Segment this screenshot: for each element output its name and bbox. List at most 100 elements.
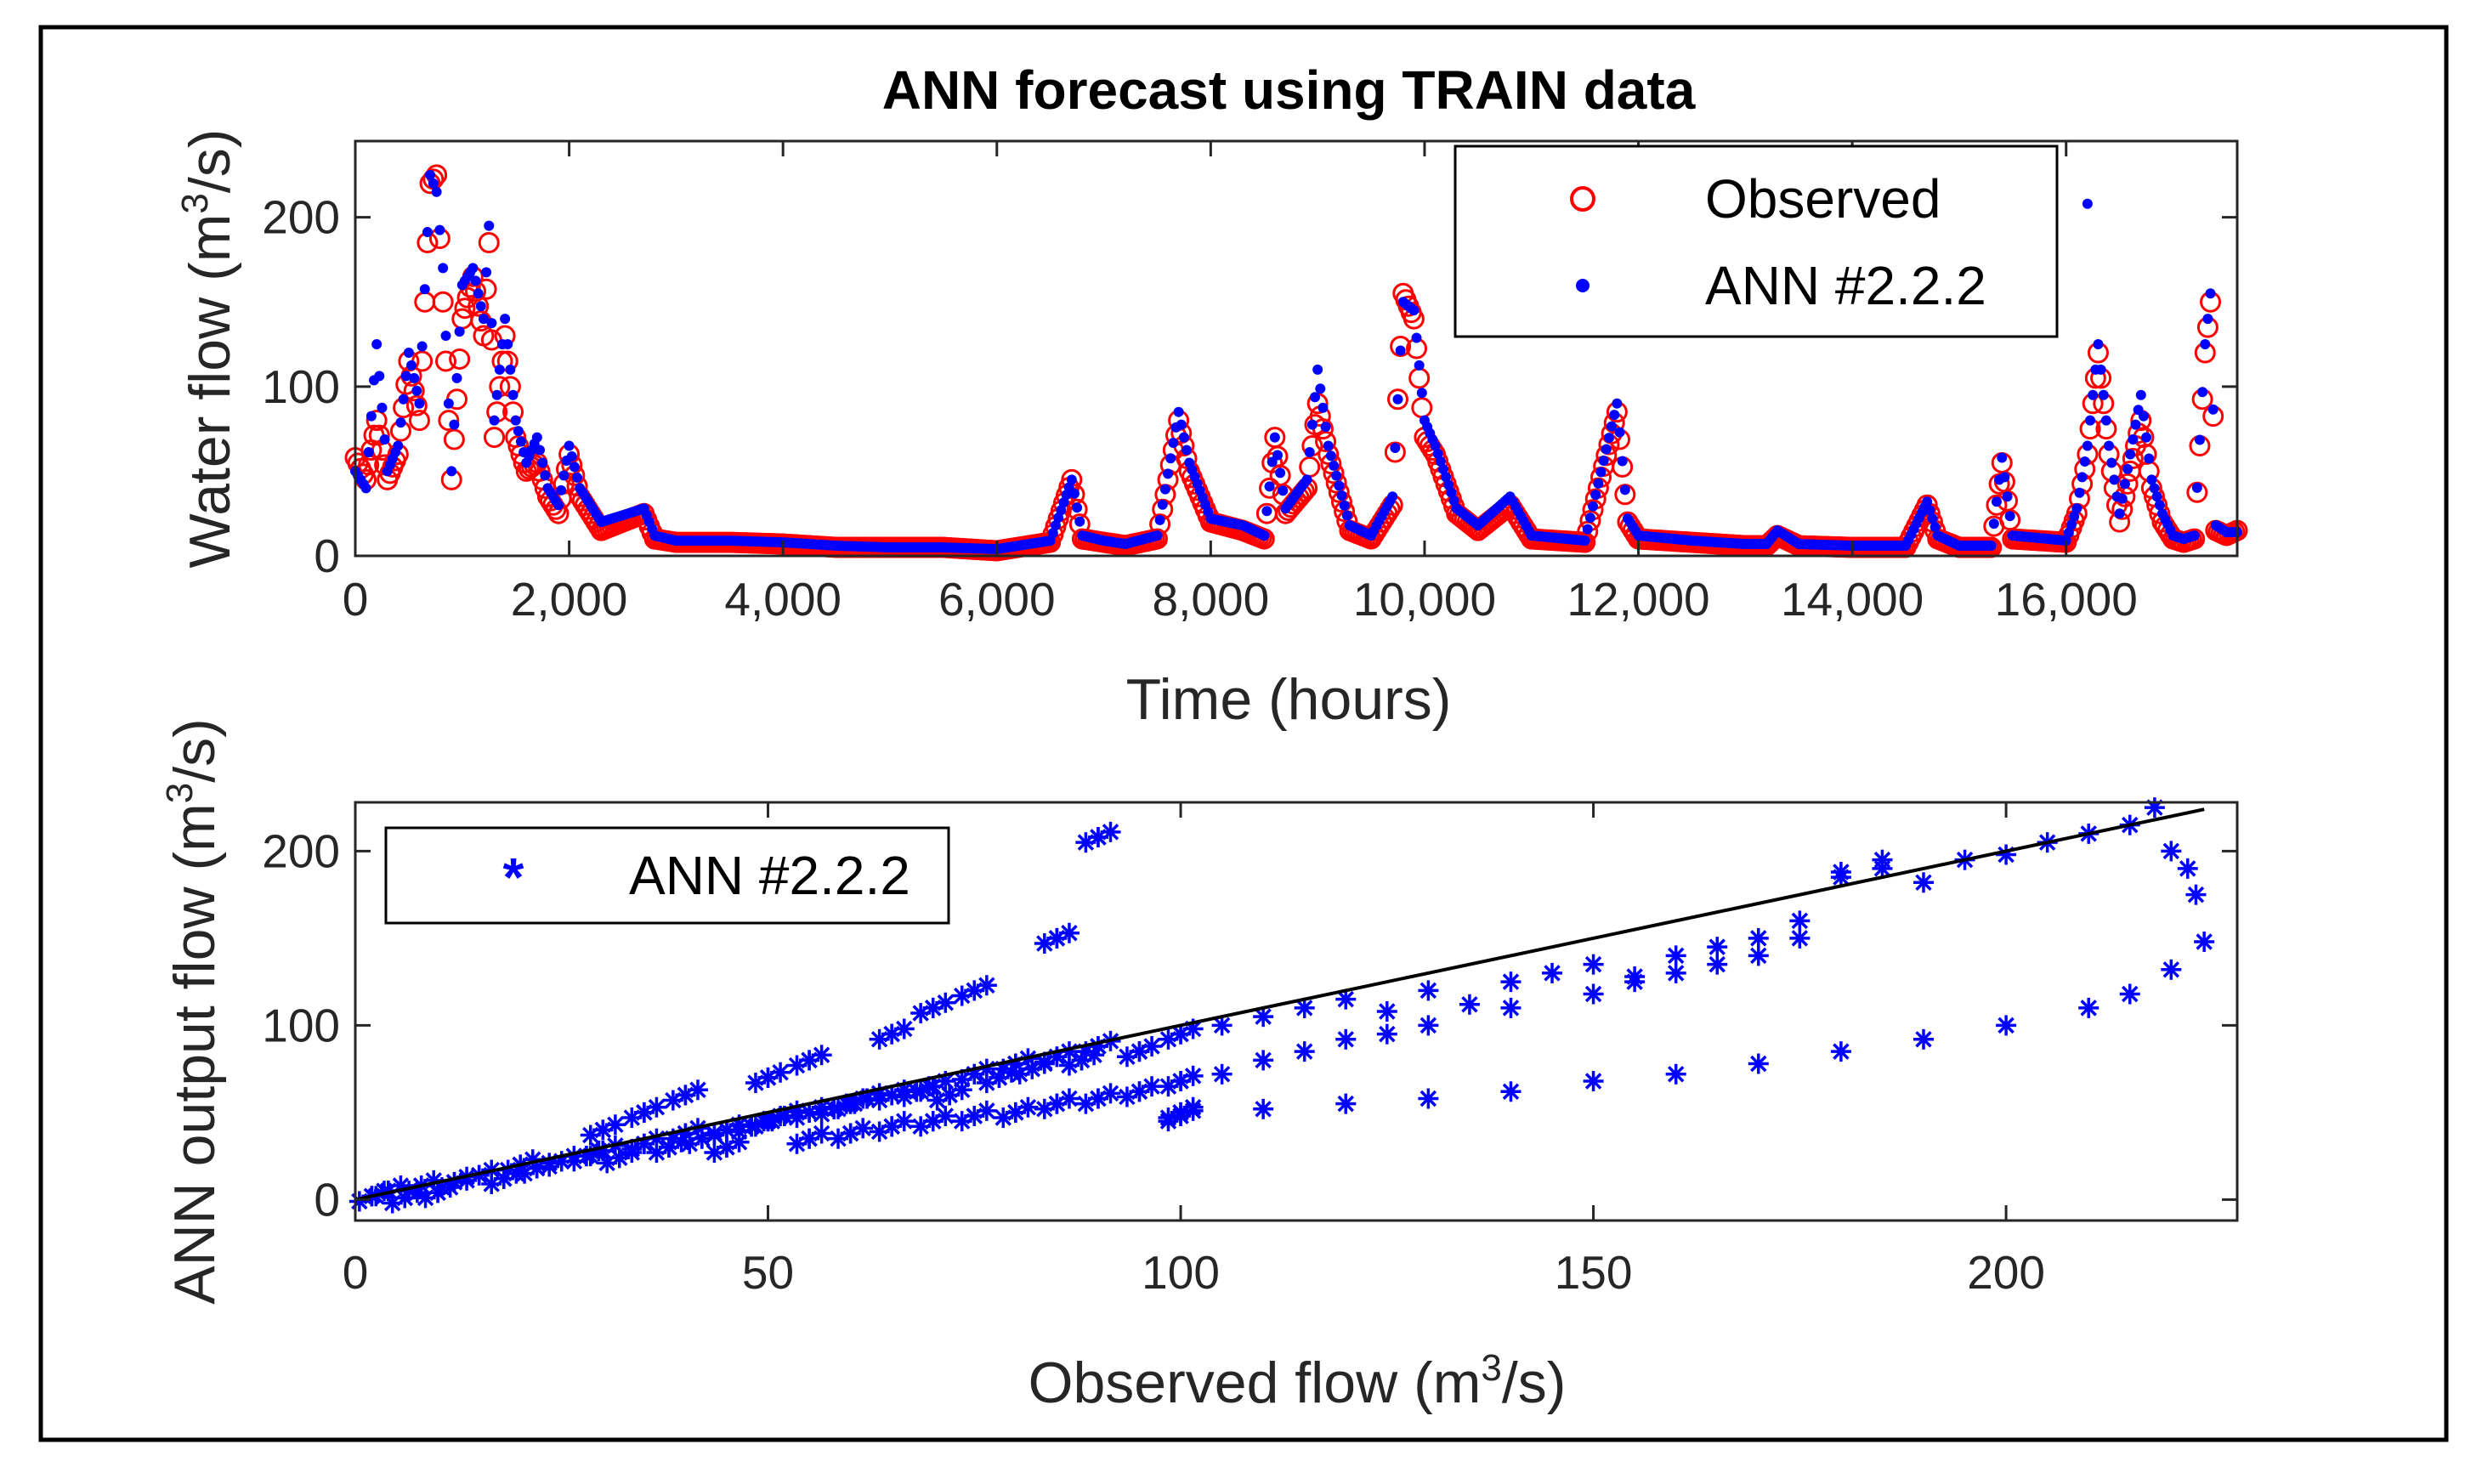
ann-point-670	[2144, 453, 2155, 464]
ann-scatter-point-73	[1583, 1071, 1604, 1091]
ann-point-474	[1619, 484, 1630, 496]
ann-scatter-point-82-3	[728, 1131, 750, 1153]
ann-point-688	[2191, 482, 2202, 493]
ann-point-613	[1991, 496, 2002, 507]
ann-point-642	[2069, 511, 2080, 522]
ann-scatter-point-72	[1500, 1081, 1522, 1102]
ann-point-17	[395, 417, 406, 428]
ann-point-55	[500, 314, 511, 325]
ann-point-654	[2100, 415, 2111, 426]
ann-point-693	[2205, 288, 2216, 299]
ann-point-646	[2079, 456, 2090, 467]
ann-point-390	[1395, 345, 1406, 356]
top-plot-xlabel: Time (hours)	[1126, 667, 1452, 732]
ann-point-75	[553, 500, 564, 511]
bottom-plot-xlabel-sup: 3	[1481, 1347, 1501, 1389]
ann-point-368	[1336, 490, 1347, 501]
ann-point-43	[468, 263, 479, 274]
ann-point-618	[2004, 511, 2015, 522]
observed-point-40	[454, 297, 476, 320]
ann-point-52	[491, 389, 502, 400]
ann-point-4	[360, 483, 371, 494]
bottom-legend-ann-label: ANN #2.2.2	[629, 845, 910, 906]
ann-scatter-point-41	[1253, 1006, 1274, 1028]
legend-ann-marker	[1576, 279, 1590, 292]
ann-point-35	[446, 466, 457, 477]
ann-point-67	[531, 432, 542, 443]
ann-point-463	[1590, 490, 1601, 501]
bottom-xtick-label-3: 150	[1555, 1246, 1633, 1299]
ann-point-300	[1154, 514, 1165, 525]
ann-point-645	[2077, 472, 2088, 483]
ann-point-690	[2197, 387, 2208, 398]
ann-scatter-point-86-3	[935, 1106, 956, 1126]
ann-point-76	[556, 484, 567, 496]
ann-point-32	[438, 263, 449, 274]
ann-scatter-point-89-3	[1058, 1088, 1080, 1109]
observed-point-669	[2135, 443, 2157, 465]
ann-point-459	[1579, 535, 1590, 547]
ann-point-661	[2119, 479, 2130, 490]
ann-scatter-point-45	[1418, 980, 1439, 1001]
ann-point-79	[564, 440, 575, 451]
ann-point-673	[2151, 491, 2162, 502]
ann-point-663	[2125, 449, 2136, 460]
ann-point-664	[2128, 434, 2139, 445]
ann-scatter-point-64	[2161, 841, 2182, 862]
ann-scatter-point-87-3	[976, 1100, 997, 1121]
ann-point-269	[1072, 502, 1083, 513]
ann-scatter-point-103	[1707, 954, 1728, 975]
ann-point-647	[2082, 440, 2093, 451]
ann-point-643	[2071, 503, 2082, 514]
ann-point-365	[1329, 460, 1340, 471]
observed-point-49	[478, 232, 500, 254]
ann-point-617	[2002, 491, 2013, 502]
ann-point-461	[1584, 513, 1595, 524]
bottom-plot-ylabel-prefix: ANN output flow (m	[162, 803, 227, 1305]
ann-point-667	[2135, 389, 2146, 400]
top-plot-title: ANN forecast using TRAIN data	[882, 59, 1696, 121]
ann-point-23	[411, 385, 422, 396]
ann-scatter-point-99	[1500, 997, 1522, 1018]
ann-point-588	[1924, 505, 1935, 516]
fit-line	[354, 807, 2205, 1202]
ann-scatter-point-113-3	[811, 1045, 832, 1066]
ann-scatter-point-76	[1830, 1041, 1851, 1062]
ann-point-590	[1930, 522, 1941, 533]
ann-point-360	[1315, 383, 1326, 394]
ann-point-19	[400, 371, 411, 382]
ann-point-16	[393, 440, 404, 451]
ann-point-359	[1312, 364, 1323, 375]
ann-point-615	[1997, 452, 2008, 463]
top-plot-ylabel-prefix: Water flow (m	[178, 214, 242, 569]
ann-scatter-point-83-2	[799, 1128, 820, 1149]
ann-point-687	[2189, 530, 2200, 541]
ann-scatter-point-83-3	[811, 1123, 832, 1144]
bottom-legend-box	[384, 826, 950, 925]
ann-scatter-point-71	[1418, 1088, 1439, 1109]
ann-point-51	[489, 415, 500, 426]
ann-point-343	[1269, 432, 1280, 443]
top-xtick-label-4: 8,000	[1153, 573, 1270, 626]
legend-observed-marker	[1570, 186, 1595, 212]
ann-point-346	[1278, 485, 1289, 496]
ann-point-33	[440, 331, 451, 342]
bottom-plot-axes-box	[354, 801, 2239, 1222]
ann-point-31	[434, 224, 445, 235]
ann-scatter-point-111-3	[935, 992, 956, 1013]
ann-point-611	[1986, 541, 1997, 552]
top-xtick-label-1: 2,000	[511, 573, 628, 626]
ann-scatter-point-68-3	[1182, 1096, 1204, 1118]
ann-point-310	[1182, 445, 1193, 456]
ann-scatter-point-49	[1583, 954, 1604, 975]
top-xtick-label-7: 14,000	[1781, 573, 1924, 626]
bottom-plot-ticks: 0 50 100 150 200 0 100 200	[262, 802, 2237, 1299]
ann-scatter-point-90-3	[1100, 1083, 1121, 1104]
ann-point-589	[1927, 513, 1938, 524]
ann-point-361	[1318, 402, 1329, 413]
ann-scatter-point-40	[1211, 1015, 1232, 1036]
observed-point-8	[366, 410, 388, 432]
ann-scatter-point-46	[1459, 994, 1480, 1015]
observed-point-664	[2122, 447, 2144, 469]
bottom-xtick-label-2: 100	[1142, 1246, 1220, 1299]
